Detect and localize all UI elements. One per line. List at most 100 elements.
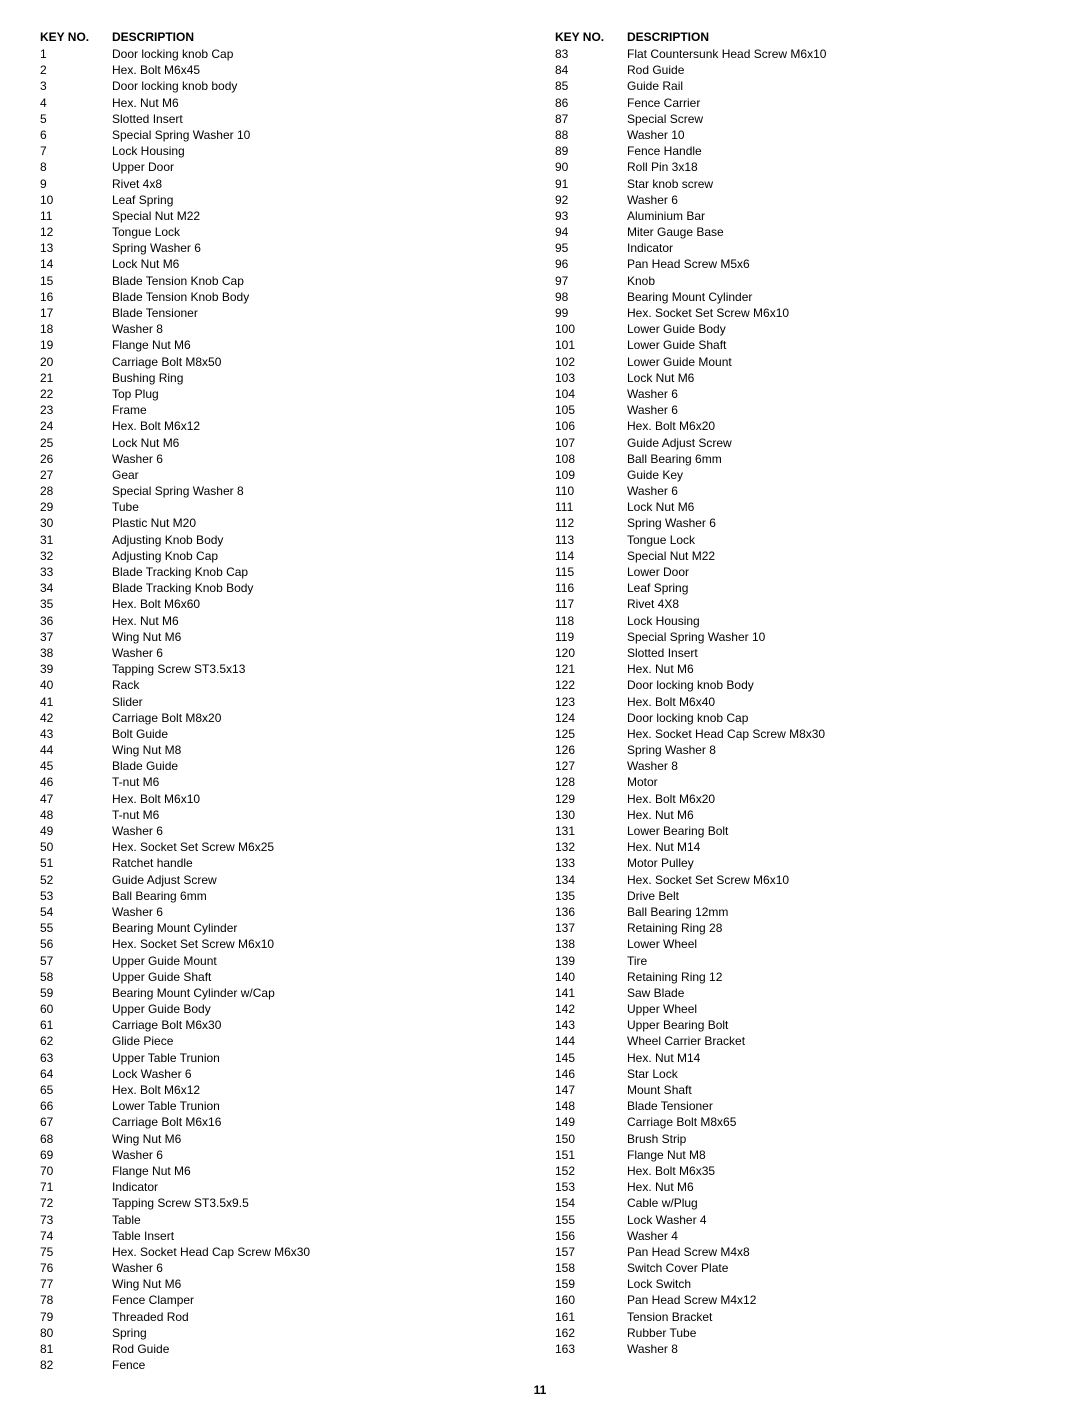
key-no: 44 [40,742,112,758]
description: Flange Nut M6 [112,1163,525,1179]
key-no: 36 [40,613,112,629]
description: Spring Washer 8 [627,742,1040,758]
key-no: 15 [40,273,112,289]
key-no: 92 [555,192,627,208]
description: Lock Housing [112,143,525,159]
description: Fence Clamper [112,1292,525,1308]
parts-row: 108Ball Bearing 6mm [555,451,1040,467]
key-no: 163 [555,1341,627,1357]
description: Gear [112,467,525,483]
description: Retaining Ring 28 [627,920,1040,936]
key-no: 40 [40,677,112,693]
key-no: 117 [555,596,627,612]
key-no: 140 [555,969,627,985]
key-no: 56 [40,936,112,952]
key-no: 63 [40,1050,112,1066]
key-no: 122 [555,677,627,693]
parts-row: 87Special Screw [555,111,1040,127]
description: Carriage Bolt M6x30 [112,1017,525,1033]
parts-row: 148Blade Tensioner [555,1098,1040,1114]
key-no: 8 [40,159,112,175]
parts-row: 67Carriage Bolt M6x16 [40,1114,525,1130]
parts-row: 151Flange Nut M8 [555,1147,1040,1163]
key-no: 123 [555,694,627,710]
description: Saw Blade [627,985,1040,1001]
description: Special Nut M22 [627,548,1040,564]
description: Lower Guide Body [627,321,1040,337]
description: Washer 6 [112,823,525,839]
parts-row: 88Washer 10 [555,127,1040,143]
parts-row: 5Slotted Insert [40,111,525,127]
description: Table Insert [112,1228,525,1244]
parts-row: 141Saw Blade [555,985,1040,1001]
description: Washer 6 [112,451,525,467]
parts-row: 134Hex. Socket Set Screw M6x10 [555,872,1040,888]
parts-row: 47Hex. Bolt M6x10 [40,791,525,807]
parts-row: 152Hex. Bolt M6x35 [555,1163,1040,1179]
description: Hex. Socket Head Cap Screw M8x30 [627,726,1040,742]
key-no: 154 [555,1195,627,1211]
key-no: 146 [555,1066,627,1082]
description: Door locking knob body [112,78,525,94]
description: Lock Washer 6 [112,1066,525,1082]
description: Ball Bearing 12mm [627,904,1040,920]
key-no: 161 [555,1309,627,1325]
description: Hex. Bolt M6x12 [112,1082,525,1098]
key-no: 48 [40,807,112,823]
description: Carriage Bolt M8x20 [112,710,525,726]
parts-row: 97Knob [555,273,1040,289]
key-no: 69 [40,1147,112,1163]
description: Switch Cover Plate [627,1260,1040,1276]
key-no: 75 [40,1244,112,1260]
parts-row: 49Washer 6 [40,823,525,839]
description: Glide Piece [112,1033,525,1049]
parts-row: 78Fence Clamper [40,1292,525,1308]
parts-row: 125Hex. Socket Head Cap Screw M8x30 [555,726,1040,742]
key-no: 133 [555,855,627,871]
key-no: 26 [40,451,112,467]
description: Fence Handle [627,143,1040,159]
parts-row: 62Glide Piece [40,1033,525,1049]
parts-row: 90Roll Pin 3x18 [555,159,1040,175]
description: Rivet 4X8 [627,596,1040,612]
key-no: 3 [40,78,112,94]
description: Lock Switch [627,1276,1040,1292]
key-no: 124 [555,710,627,726]
parts-row: 44Wing Nut M8 [40,742,525,758]
description: Tire [627,953,1040,969]
parts-row: 42Carriage Bolt M8x20 [40,710,525,726]
parts-row: 60Upper Guide Body [40,1001,525,1017]
key-no: 80 [40,1325,112,1341]
description: Special Spring Washer 10 [112,127,525,143]
key-no: 58 [40,969,112,985]
parts-row: 41Slider [40,694,525,710]
key-no: 1 [40,46,112,62]
key-no: 137 [555,920,627,936]
parts-row: 12Tongue Lock [40,224,525,240]
key-no: 45 [40,758,112,774]
parts-row: 136Ball Bearing 12mm [555,904,1040,920]
key-no: 159 [555,1276,627,1292]
key-no: 147 [555,1082,627,1098]
key-no: 156 [555,1228,627,1244]
header-keyno: KEY NO. [555,30,627,44]
parts-row: 71Indicator [40,1179,525,1195]
parts-row: 2Hex. Bolt M6x45 [40,62,525,78]
header-keyno: KEY NO. [40,30,112,44]
parts-row: 75Hex. Socket Head Cap Screw M6x30 [40,1244,525,1260]
description: Lower Wheel [627,936,1040,952]
left-header: KEY NO. DESCRIPTION [40,30,525,44]
key-no: 113 [555,532,627,548]
parts-row: 82Fence [40,1357,525,1373]
parts-row: 130Hex. Nut M6 [555,807,1040,823]
parts-row: 21Bushing Ring [40,370,525,386]
key-no: 151 [555,1147,627,1163]
description: Bearing Mount Cylinder [627,289,1040,305]
description: Tension Bracket [627,1309,1040,1325]
key-no: 70 [40,1163,112,1179]
description: Guide Key [627,467,1040,483]
parts-row: 103Lock Nut M6 [555,370,1040,386]
description: Blade Tension Knob Body [112,289,525,305]
parts-row: 113Tongue Lock [555,532,1040,548]
key-no: 7 [40,143,112,159]
